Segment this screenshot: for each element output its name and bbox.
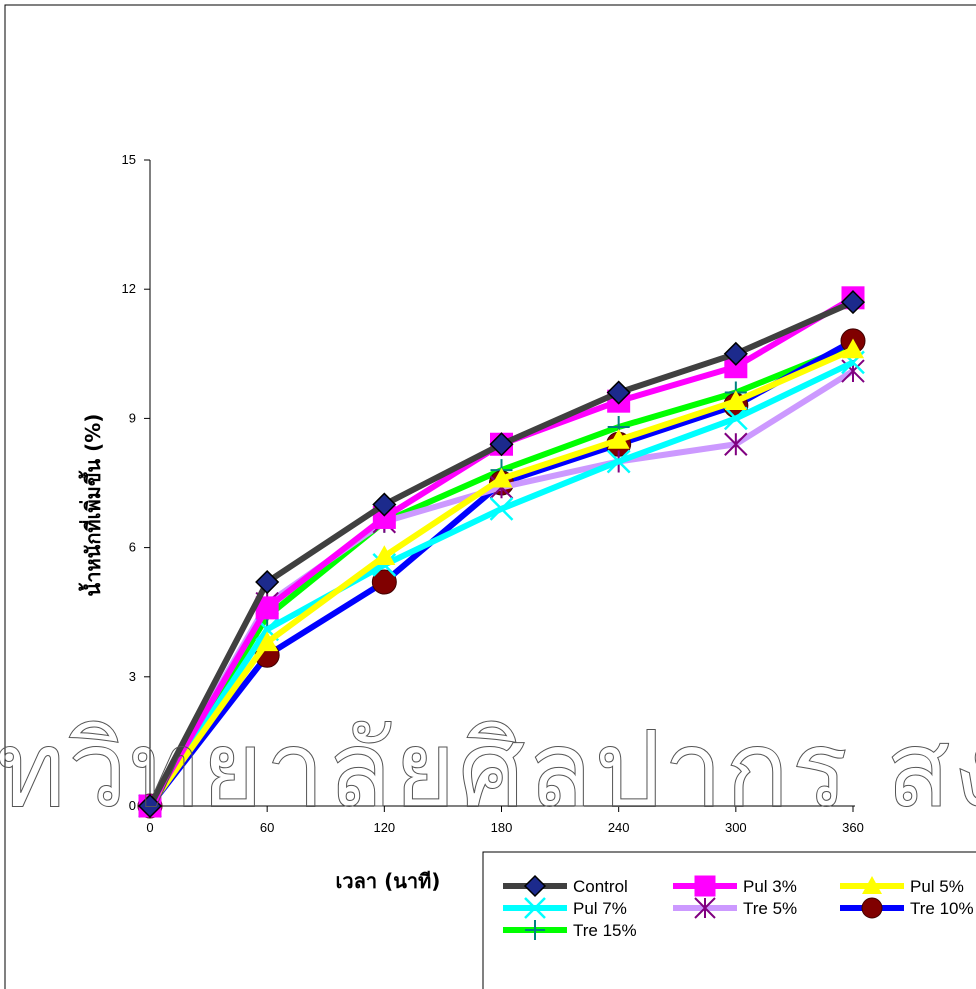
data-point	[842, 338, 864, 359]
legend-label: Tre 10%	[910, 899, 974, 918]
y-tick-label: 6	[129, 540, 136, 555]
data-point	[372, 492, 397, 517]
y-tick-label: 12	[122, 281, 136, 296]
data-point	[840, 290, 866, 315]
legend-item: Pul 7%	[503, 897, 627, 919]
data-point	[723, 341, 748, 366]
y-tick-label: 3	[129, 669, 136, 684]
y-tick-label: 0	[129, 798, 136, 813]
watermark: ทวิทยาลัยศิลปากร สงวนลิขสิ	[0, 708, 976, 831]
y-tick-label: 15	[122, 152, 136, 167]
legend-label: Tre 15%	[573, 921, 637, 940]
legend-item: Pul 3%	[673, 875, 797, 897]
legend-marker	[862, 876, 882, 894]
legend-label: Pul 7%	[573, 899, 627, 918]
series-control	[137, 290, 866, 819]
legend-label: Pul 3%	[743, 877, 797, 896]
data-point	[724, 432, 748, 456]
data-point	[256, 631, 279, 652]
data-point	[607, 428, 630, 449]
legend-item: Pul 5%	[840, 876, 964, 896]
legend-box	[482, 851, 976, 989]
y-tick-label: 9	[129, 410, 136, 425]
legend-item: Control	[503, 874, 628, 898]
page-frame	[4, 4, 976, 989]
x-tick-label: 180	[491, 820, 513, 835]
data-point	[723, 406, 748, 431]
legend-marker	[694, 897, 716, 919]
data-point	[489, 496, 514, 521]
legend-marker	[524, 897, 546, 919]
y-axis-ticks: 0 3 6 9 12 15	[122, 152, 150, 813]
data-point	[606, 380, 631, 405]
data-point	[255, 569, 280, 595]
x-tick-label: 120	[373, 820, 395, 835]
data-point	[137, 793, 163, 819]
legend-marker	[861, 897, 883, 919]
legend-item: Tre 15%	[503, 920, 637, 940]
x-tick-label: 360	[842, 820, 864, 835]
legend-item: Tre 10%	[840, 897, 974, 919]
legend: Control Pul 3% Pul 5% Pul 7% Tre 5% Tre 10% Tr…	[503, 874, 974, 940]
x-tick-label: 300	[725, 820, 747, 835]
data-point	[490, 467, 513, 488]
legend-marker	[525, 920, 545, 940]
legend-marker	[523, 874, 547, 898]
series-pul-5-	[139, 338, 864, 815]
series-layer	[137, 286, 866, 819]
x-axis-title: เวลา (นาที)	[336, 869, 441, 893]
data-point	[373, 545, 396, 566]
data-point	[606, 449, 631, 474]
x-tick-label: 0	[146, 820, 153, 835]
x-tick-label: 240	[608, 820, 630, 835]
legend-label: Pul 5%	[910, 877, 964, 896]
x-tick-label: 60	[260, 820, 274, 835]
y-axis-title: น้ำหนักที่เพิ่มขึ้น (%)	[78, 414, 105, 597]
data-point	[724, 390, 747, 410]
legend-label: Tre 5%	[743, 899, 797, 918]
legend-marker	[694, 875, 716, 897]
legend-label: Control	[573, 877, 628, 896]
data-point	[489, 432, 514, 457]
legend-item: Tre 5%	[673, 897, 797, 919]
data-point	[371, 569, 397, 595]
x-axis-ticks: 0 60 120 180 240 300 360	[146, 806, 864, 835]
